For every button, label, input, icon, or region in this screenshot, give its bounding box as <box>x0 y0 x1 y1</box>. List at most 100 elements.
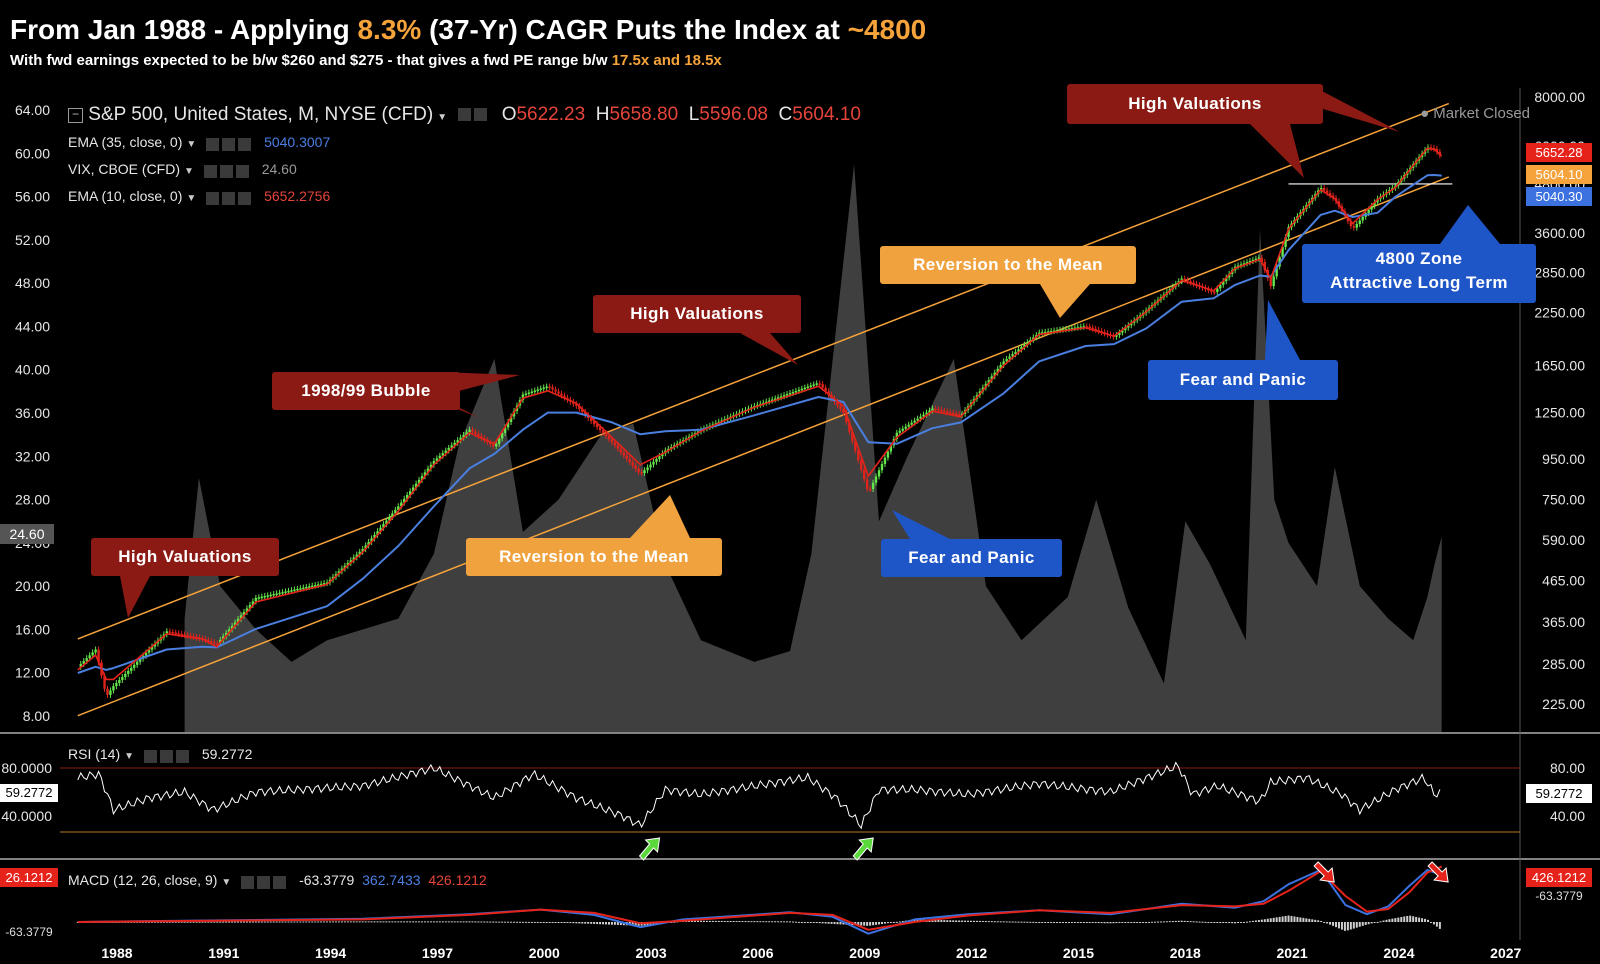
candle <box>236 618 240 623</box>
macd-histogram-bar <box>1076 922 1079 923</box>
macd-histogram-bar <box>415 921 418 923</box>
candle <box>1216 288 1219 293</box>
macd-dropdown-icon[interactable]: ▼ <box>221 877 232 888</box>
price-tag-ema10: 5652.28 <box>1526 143 1592 162</box>
candle <box>779 396 783 398</box>
macd-histogram-bar <box>287 921 290 923</box>
candle <box>281 592 284 594</box>
candle <box>806 386 810 389</box>
candle <box>1183 278 1186 281</box>
candle <box>800 388 804 391</box>
close-icon[interactable] <box>273 876 287 890</box>
symbol-name[interactable]: S&P 500, United States, M, NYSE (CFD) <box>88 104 434 126</box>
ema10-legend[interactable]: EMA (10, close, 0) ▼ 5652.2756 <box>68 188 331 206</box>
candle <box>1370 205 1373 210</box>
vix-area <box>184 164 1442 733</box>
macd-histogram-bar <box>827 922 830 924</box>
close-icon[interactable] <box>238 192 252 206</box>
candle <box>848 422 851 432</box>
macd-histogram-bar <box>308 921 311 923</box>
ema35-buttons[interactable] <box>206 135 254 152</box>
macd-histogram-bar <box>314 921 317 923</box>
candle <box>782 395 786 397</box>
settings-icon[interactable] <box>159 750 173 764</box>
arrow-fear-2009 <box>892 510 950 539</box>
macd-histogram-bar <box>1121 922 1124 923</box>
x-tick-2009: 2009 <box>849 945 880 961</box>
eye-icon[interactable] <box>458 108 472 122</box>
macd-histogram-bar <box>1008 921 1011 923</box>
macd-histogram-bar <box>278 921 281 923</box>
rsi-legend[interactable]: RSI (14) ▼ 59.2772 <box>68 746 252 764</box>
macd-histogram-bar <box>1364 922 1367 925</box>
macd-legend[interactable]: MACD (12, 26, close, 9) ▼ -63.3779 362.74… <box>68 872 487 890</box>
candle <box>797 389 801 392</box>
rsi-buttons[interactable] <box>143 747 192 764</box>
candle <box>311 585 314 588</box>
ema35-legend[interactable]: EMA (35, close, 0) ▼ 5040.3007 <box>68 134 330 152</box>
y-left-tick-6: 40.00 <box>15 362 50 378</box>
candle <box>1023 344 1026 348</box>
macd-histogram-bar <box>1014 921 1017 923</box>
collapse-icon[interactable]: − <box>68 107 83 123</box>
candle <box>367 541 370 546</box>
ema35-dropdown-icon[interactable]: ▼ <box>186 139 197 150</box>
candle <box>785 394 789 396</box>
macd-histogram-bar <box>1287 915 1290 922</box>
macd-histogram-bar <box>501 921 504 923</box>
candle <box>130 667 133 671</box>
macd-histogram-bar <box>768 921 771 923</box>
candle <box>631 462 634 466</box>
eye-icon[interactable] <box>206 138 220 152</box>
macd-histogram-bar <box>1201 921 1204 923</box>
close-icon[interactable] <box>175 750 189 764</box>
arrow-hv-2021-b <box>1320 90 1400 132</box>
ema35-label: EMA (35, close, 0) <box>68 134 183 150</box>
macd-histogram-bar <box>946 920 949 922</box>
eye-icon[interactable] <box>206 192 220 206</box>
macd-histogram-bar <box>394 921 397 923</box>
candle <box>245 608 249 612</box>
legend-buttons[interactable] <box>458 104 490 126</box>
candle <box>607 436 611 440</box>
macd-histogram-bar <box>498 921 501 923</box>
x-tick-2015: 2015 <box>1063 945 1094 961</box>
candle <box>637 468 640 473</box>
vix-buttons[interactable] <box>203 162 252 179</box>
macd-histogram-bar <box>171 921 174 923</box>
candle <box>124 673 127 677</box>
macd-histogram-bar <box>1355 922 1358 928</box>
ema10-value: 5652.2756 <box>264 188 331 204</box>
macd-histogram-bar <box>599 922 602 925</box>
ema10-buttons[interactable] <box>206 189 254 206</box>
close-icon[interactable] <box>235 165 249 179</box>
settings-icon[interactable] <box>474 108 488 122</box>
candle <box>773 398 777 400</box>
candle <box>115 683 118 687</box>
settings-icon[interactable] <box>222 138 236 152</box>
candle <box>91 652 94 656</box>
vix-dropdown-icon[interactable]: ▼ <box>184 166 194 177</box>
y-right-tick-10: 590.00 <box>1542 532 1585 548</box>
macd-histogram-bar <box>726 920 729 922</box>
eye-icon[interactable] <box>241 876 255 890</box>
rsi-dropdown-icon[interactable]: ▼ <box>124 751 135 762</box>
close-icon[interactable] <box>238 138 252 152</box>
eye-icon[interactable] <box>143 750 157 764</box>
settings-icon[interactable] <box>257 876 271 890</box>
candle <box>1435 148 1439 152</box>
settings-icon[interactable] <box>222 192 236 206</box>
vix-legend[interactable]: VIX, CBOE (CFD) ▼ 24.60 <box>68 161 297 179</box>
macd-histogram-bar <box>575 922 578 924</box>
macd-histogram-bar <box>376 921 379 923</box>
macd-histogram-bar <box>1085 922 1088 923</box>
macd-histogram-bar <box>815 922 818 923</box>
macd-histogram-bar <box>780 921 783 923</box>
symbol-dropdown-icon[interactable]: ▼ <box>437 112 448 124</box>
eye-icon[interactable] <box>203 165 217 179</box>
macd-buttons[interactable] <box>241 873 289 890</box>
settings-icon[interactable] <box>219 165 233 179</box>
ema10-dropdown-icon[interactable]: ▼ <box>186 193 197 204</box>
candle <box>946 411 949 413</box>
macd-histogram-bar <box>794 921 797 923</box>
